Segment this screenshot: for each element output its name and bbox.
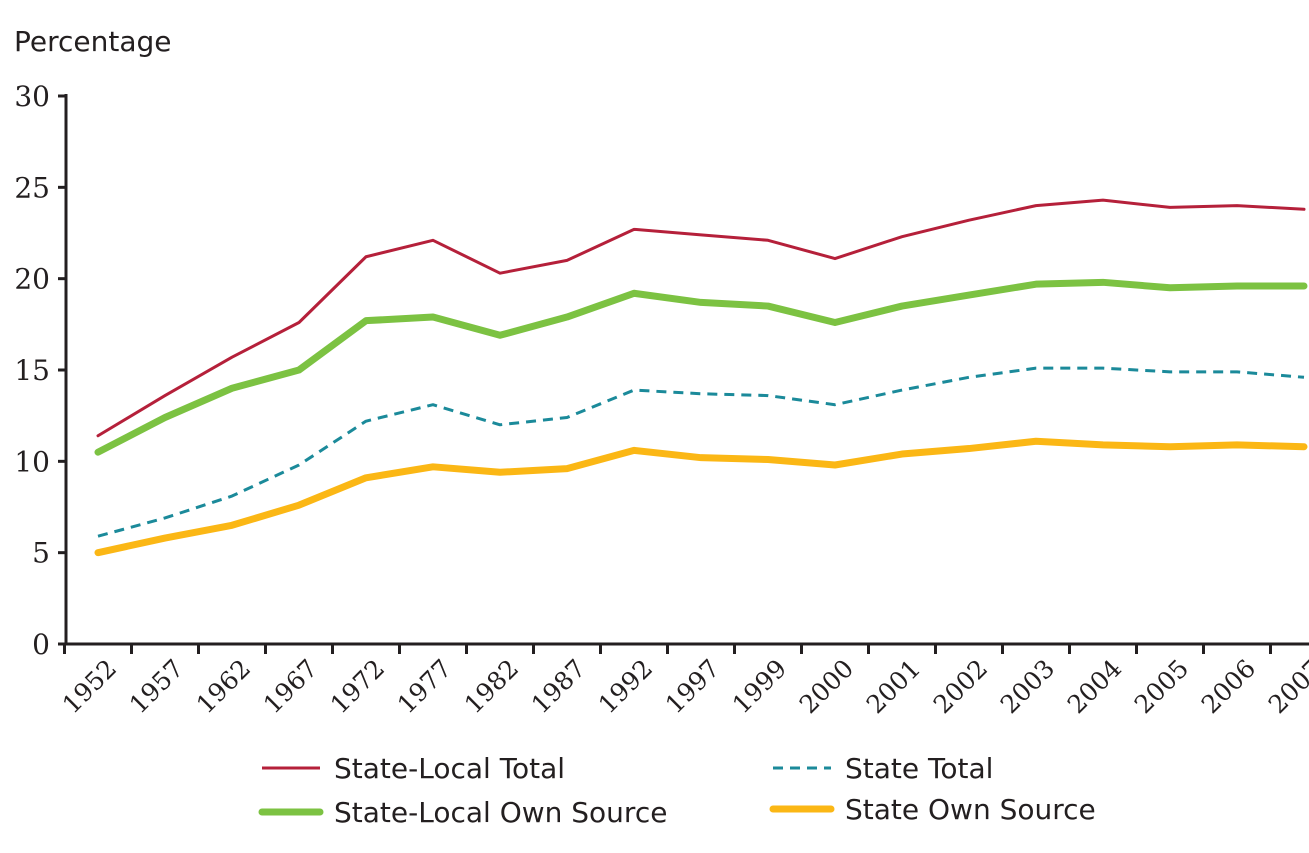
series-layer <box>94 198 1308 557</box>
series-line-state-local-own-source <box>94 278 1308 456</box>
x-tick-label: 1962 <box>191 654 256 719</box>
x-tick-label: 2001 <box>861 654 926 719</box>
y-tick-label: 15 <box>14 354 50 387</box>
x-tick-label: 1982 <box>459 654 524 719</box>
x-tick-label: 1957 <box>124 654 189 719</box>
x-tick-label: 2005 <box>1129 654 1194 719</box>
x-tick-label: 1972 <box>325 654 390 719</box>
x-tick-label: 2000 <box>794 654 859 719</box>
y-tick-label: 10 <box>14 445 50 478</box>
legend: State-Local Total State Total State-Local … <box>258 752 1096 829</box>
x-tick-label: 1987 <box>526 654 591 719</box>
y-tick-label: 25 <box>14 171 50 204</box>
series-line-state-own-source <box>94 437 1308 557</box>
series-line-state-total <box>97 366 1305 538</box>
y-tick-label: 20 <box>14 263 50 296</box>
x-tick-label: 1999 <box>727 654 792 719</box>
x-tick-label: 1992 <box>593 654 658 719</box>
series-line-state-local-total <box>96 198 1306 438</box>
x-tick-label: 1977 <box>392 654 457 719</box>
x-tick-label: 1967 <box>258 654 323 719</box>
legend-label-state-local-own-source: State-Local Own Source <box>334 796 667 829</box>
x-tick-label: 2006 <box>1196 654 1261 719</box>
legend-label-state-own-source: State Own Source <box>845 793 1096 826</box>
x-tick-label: 1952 <box>57 654 122 719</box>
x-tick-label: 2007 <box>1263 654 1309 719</box>
y-tick-label: 30 <box>14 80 50 113</box>
x-tick-label: 2003 <box>995 654 1060 719</box>
x-tick-label: 2002 <box>928 654 993 719</box>
legend-label-state-local-total: State-Local Total <box>334 752 565 785</box>
legend-label-state-total: State Total <box>845 752 993 785</box>
y-tick-label: 0 <box>32 628 50 661</box>
y-tick-label: 5 <box>32 537 50 570</box>
y-axis-title: Percentage <box>14 25 172 58</box>
x-tick-label: 1997 <box>660 654 725 719</box>
x-tick-label: 2004 <box>1062 654 1127 719</box>
